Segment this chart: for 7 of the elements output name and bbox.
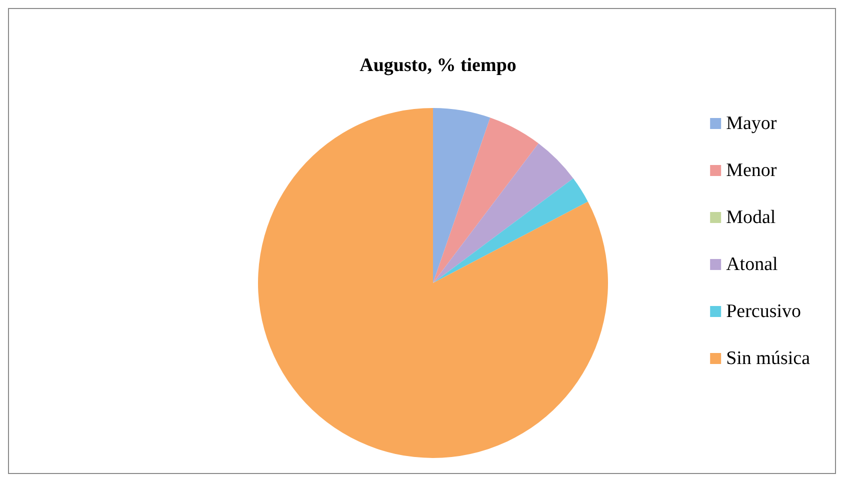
legend-label: Menor <box>726 160 778 181</box>
chart-title: Augusto, % tiempo <box>360 55 516 76</box>
legend-label: Atonal <box>726 254 778 275</box>
legend-label: Sin música <box>726 348 811 369</box>
legend-label: Percusivo <box>726 301 802 322</box>
legend-label: Modal <box>726 207 776 228</box>
legend-label: Mayor <box>726 113 778 134</box>
